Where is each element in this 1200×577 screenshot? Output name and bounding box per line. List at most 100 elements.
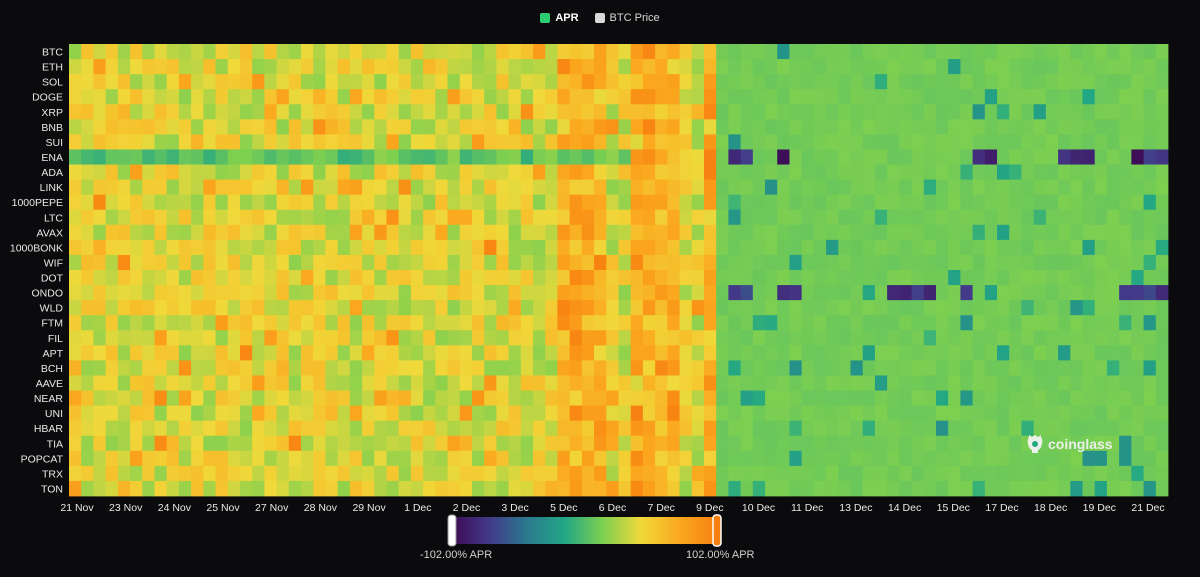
heatmap-cell[interactable] <box>313 89 326 105</box>
heatmap-cell[interactable] <box>215 254 229 271</box>
heatmap-cell[interactable] <box>606 254 619 271</box>
heatmap-cell[interactable] <box>752 209 766 226</box>
heatmap-cell[interactable] <box>948 270 961 286</box>
heatmap-cell[interactable] <box>813 450 827 467</box>
heatmap-cell[interactable] <box>1143 450 1157 467</box>
heatmap-cell[interactable] <box>569 435 583 452</box>
heatmap-cell[interactable] <box>630 149 644 165</box>
heatmap-cell[interactable] <box>606 345 619 361</box>
heatmap-cell[interactable] <box>899 480 912 497</box>
heatmap-cell[interactable] <box>1106 405 1120 422</box>
heatmap-cell[interactable] <box>496 345 509 361</box>
heatmap-cell[interactable] <box>1070 44 1083 60</box>
heatmap-cell[interactable] <box>923 480 937 497</box>
heatmap-cell[interactable] <box>203 435 216 452</box>
heatmap-cell[interactable] <box>703 59 717 75</box>
heatmap-cell[interactable] <box>801 360 815 376</box>
heatmap-cell[interactable] <box>264 194 277 211</box>
heatmap-cell[interactable] <box>435 224 448 241</box>
heatmap-cell[interactable] <box>850 134 864 150</box>
heatmap-cell[interactable] <box>1033 149 1047 165</box>
heatmap-cell[interactable] <box>997 480 1010 497</box>
heatmap-cell[interactable] <box>899 420 912 437</box>
heatmap-cell[interactable] <box>435 119 448 135</box>
heatmap-cell[interactable] <box>997 360 1010 376</box>
heatmap-cell[interactable] <box>997 224 1010 241</box>
heatmap-cell[interactable] <box>166 104 180 120</box>
heatmap-cell[interactable] <box>703 435 717 452</box>
heatmap-cell[interactable] <box>972 390 986 406</box>
heatmap-cell[interactable] <box>862 194 876 211</box>
heatmap-cell[interactable] <box>105 119 119 135</box>
heatmap-cell[interactable] <box>1143 239 1157 256</box>
heatmap-cell[interactable] <box>1058 480 1071 497</box>
heatmap-cell[interactable] <box>789 44 803 60</box>
heatmap-cell[interactable] <box>227 254 241 271</box>
heatmap-cell[interactable] <box>581 375 595 391</box>
heatmap-cell[interactable] <box>398 134 412 150</box>
heatmap-cell[interactable] <box>252 375 265 391</box>
heatmap-cell[interactable] <box>1058 179 1071 196</box>
heatmap-cell[interactable] <box>398 194 412 211</box>
heatmap-cell[interactable] <box>349 179 363 196</box>
heatmap-cell[interactable] <box>691 420 705 437</box>
heatmap-cell[interactable] <box>410 420 424 437</box>
heatmap-cell[interactable] <box>655 360 668 376</box>
heatmap-cell[interactable] <box>142 465 155 482</box>
heatmap-cell[interactable] <box>252 59 265 75</box>
heatmap-cell[interactable] <box>923 239 937 256</box>
heatmap-cell[interactable] <box>618 300 632 316</box>
heatmap-cell[interactable] <box>630 465 644 482</box>
heatmap-cell[interactable] <box>264 164 277 180</box>
heatmap-cell[interactable] <box>325 74 339 90</box>
heatmap-cell[interactable] <box>239 254 253 271</box>
heatmap-cell[interactable] <box>679 270 693 286</box>
heatmap-cell[interactable] <box>1155 450 1169 467</box>
heatmap-cell[interactable] <box>703 74 717 90</box>
heatmap-cell[interactable] <box>679 390 693 406</box>
heatmap-cell[interactable] <box>667 224 680 241</box>
heatmap-cell[interactable] <box>496 89 509 105</box>
heatmap-cell[interactable] <box>447 360 461 376</box>
heatmap-cell[interactable] <box>935 420 949 437</box>
heatmap-cell[interactable] <box>997 194 1010 211</box>
heatmap-cell[interactable] <box>874 254 888 271</box>
heatmap-cell[interactable] <box>166 435 180 452</box>
heatmap-cell[interactable] <box>410 300 424 316</box>
heatmap-cell[interactable] <box>69 450 82 467</box>
heatmap-cell[interactable] <box>813 104 827 120</box>
heatmap-cell[interactable] <box>1070 254 1083 271</box>
heatmap-cell[interactable] <box>655 480 668 497</box>
heatmap-cell[interactable] <box>69 420 82 437</box>
heatmap-cell[interactable] <box>569 270 583 286</box>
heatmap-cell[interactable] <box>252 285 265 301</box>
heatmap-cell[interactable] <box>496 360 509 376</box>
heatmap-cell[interactable] <box>423 44 436 60</box>
heatmap-cell[interactable] <box>874 74 888 90</box>
heatmap-cell[interactable] <box>386 405 400 422</box>
heatmap-cell[interactable] <box>911 104 925 120</box>
heatmap-cell[interactable] <box>740 239 754 256</box>
heatmap-cell[interactable] <box>728 330 742 346</box>
heatmap-cell[interactable] <box>130 465 143 482</box>
heatmap-cell[interactable] <box>1058 360 1071 376</box>
heatmap-cell[interactable] <box>679 119 693 135</box>
heatmap-cell[interactable] <box>1094 164 1108 180</box>
heatmap-cell[interactable] <box>899 119 912 135</box>
heatmap-cell[interactable] <box>691 300 705 316</box>
heatmap-cell[interactable] <box>887 405 900 422</box>
heatmap-cell[interactable] <box>545 330 558 346</box>
heatmap-cell[interactable] <box>740 420 754 437</box>
heatmap-cell[interactable] <box>533 405 546 422</box>
heatmap-cell[interactable] <box>349 164 363 180</box>
heatmap-cell[interactable] <box>618 239 632 256</box>
heatmap-cell[interactable] <box>1143 390 1157 406</box>
heatmap-cell[interactable] <box>911 254 925 271</box>
heatmap-cell[interactable] <box>337 224 351 241</box>
heatmap-cell[interactable] <box>716 390 729 406</box>
heatmap-cell[interactable] <box>862 330 876 346</box>
heatmap-cell[interactable] <box>386 239 400 256</box>
heatmap-cell[interactable] <box>1119 74 1132 90</box>
heatmap-cell[interactable] <box>447 134 461 150</box>
heatmap-cell[interactable] <box>239 375 253 391</box>
